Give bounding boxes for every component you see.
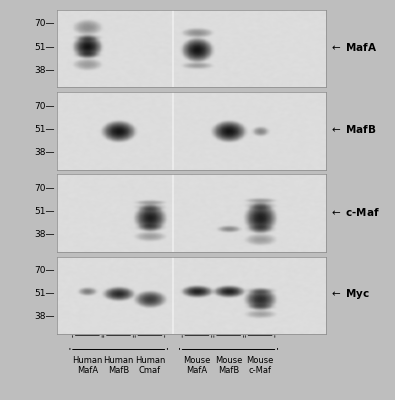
Text: 38—: 38—: [34, 312, 55, 322]
Text: Mouse
c-Maf: Mouse c-Maf: [246, 356, 274, 375]
Text: Human
MafB: Human MafB: [103, 356, 134, 375]
Text: 70—: 70—: [34, 184, 55, 193]
Text: kDa: kDa: [33, 0, 51, 2]
Text: $\leftarrow$ MafA: $\leftarrow$ MafA: [329, 41, 377, 53]
Text: 38—: 38—: [34, 230, 55, 239]
Text: $\leftarrow$ Myc: $\leftarrow$ Myc: [329, 287, 369, 301]
Text: 70—: 70—: [34, 20, 55, 28]
Text: 51—: 51—: [34, 207, 55, 216]
Text: 38—: 38—: [34, 66, 55, 75]
Text: 70—: 70—: [34, 102, 55, 111]
Text: Mouse
MafA: Mouse MafA: [183, 356, 211, 375]
Text: 51—: 51—: [34, 43, 55, 52]
Text: 38—: 38—: [34, 148, 55, 157]
Text: Human
Cmaf: Human Cmaf: [135, 356, 165, 375]
Text: 51—: 51—: [34, 289, 55, 298]
Text: Mouse
MafB: Mouse MafB: [215, 356, 242, 375]
Text: $\leftarrow$ c-Maf: $\leftarrow$ c-Maf: [329, 206, 379, 218]
Text: 51—: 51—: [34, 125, 55, 134]
Text: Human
MafA: Human MafA: [72, 356, 103, 375]
Text: 70—: 70—: [34, 266, 55, 275]
Text: $\leftarrow$ MafB: $\leftarrow$ MafB: [329, 123, 376, 135]
